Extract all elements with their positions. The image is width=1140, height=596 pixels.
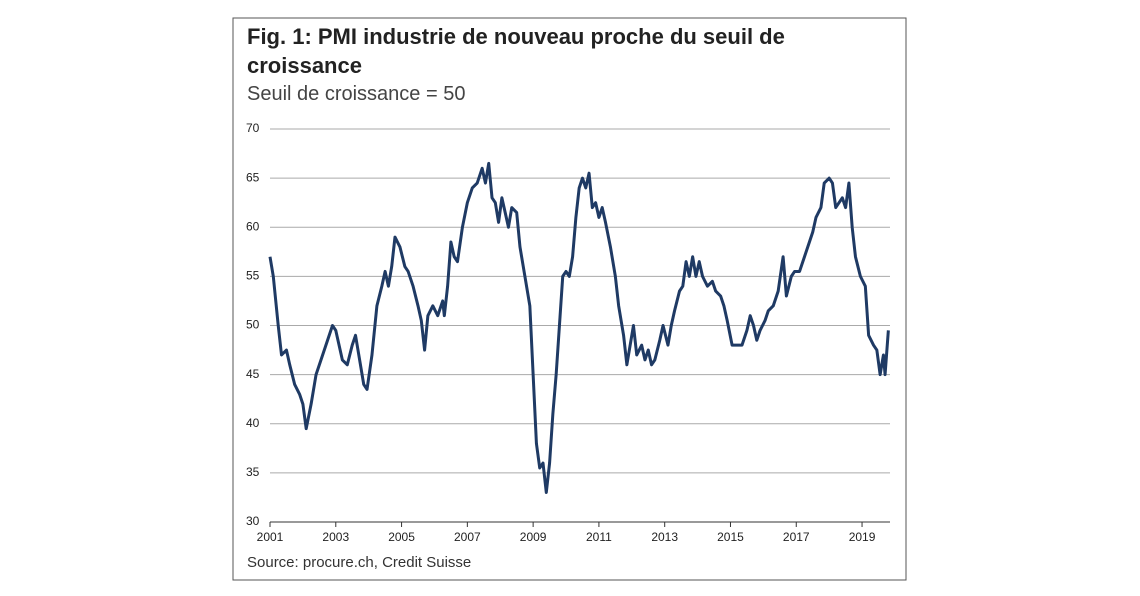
y-tick-label: 55 bbox=[246, 269, 260, 283]
data-line bbox=[268, 161, 890, 495]
x-tick-label: 2001 bbox=[257, 530, 284, 544]
y-tick-label: 45 bbox=[246, 367, 260, 381]
x-tick-label: 2015 bbox=[717, 530, 744, 544]
y-tick-label: 40 bbox=[246, 416, 260, 430]
x-tick-label: 2013 bbox=[651, 530, 678, 544]
y-tick-label: 60 bbox=[246, 219, 260, 233]
x-tick-label: 2007 bbox=[454, 530, 481, 544]
x-tick-label: 2005 bbox=[388, 530, 415, 544]
source-note: Source: procure.ch, Credit Suisse bbox=[247, 554, 472, 571]
chart-subtitle: Seuil de croissance = 50 bbox=[247, 83, 466, 105]
y-tick-label: 30 bbox=[246, 514, 260, 528]
x-tick-label: 2017 bbox=[783, 530, 810, 544]
y-tick-label: 35 bbox=[246, 465, 260, 479]
x-tick-label: 2003 bbox=[322, 530, 349, 544]
y-tick-label: 65 bbox=[246, 170, 260, 184]
x-tick-label: 2011 bbox=[586, 530, 612, 544]
x-tick-label: 2019 bbox=[849, 530, 876, 544]
y-tick-label: 70 bbox=[246, 121, 260, 135]
y-tick-label: 50 bbox=[246, 318, 260, 332]
chart-title: Fig. 1: PMI industrie de nouveau proche … bbox=[247, 24, 785, 78]
x-tick-label: 2009 bbox=[520, 530, 547, 544]
frame bbox=[232, 17, 907, 581]
